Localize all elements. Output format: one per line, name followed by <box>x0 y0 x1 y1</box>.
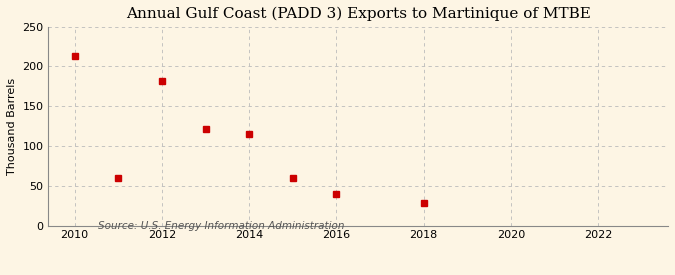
Text: Source: U.S. Energy Information Administration: Source: U.S. Energy Information Administ… <box>98 221 344 232</box>
Title: Annual Gulf Coast (PADD 3) Exports to Martinique of MTBE: Annual Gulf Coast (PADD 3) Exports to Ma… <box>126 7 591 21</box>
Y-axis label: Thousand Barrels: Thousand Barrels <box>7 78 17 175</box>
